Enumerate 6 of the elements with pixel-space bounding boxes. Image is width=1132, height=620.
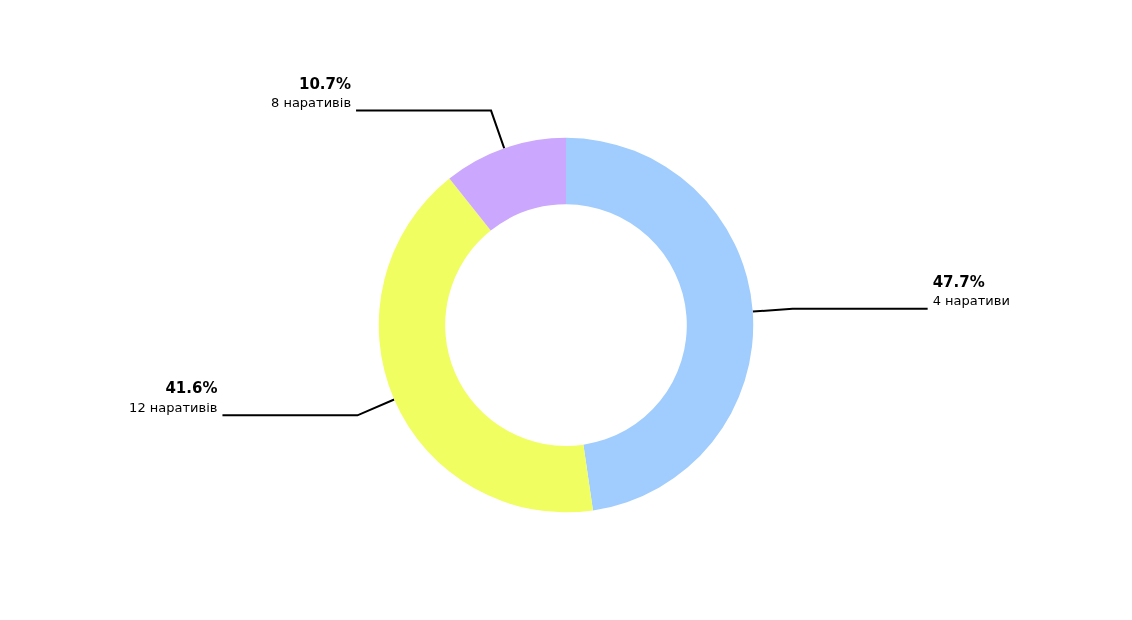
slice-label: 12 наративів — [129, 399, 218, 415]
data-label: 41.6% — [165, 379, 218, 398]
data-label: 47.7% — [932, 272, 985, 291]
slice-label: 4 наративи — [932, 293, 1010, 309]
slice-label: 8 наративів — [271, 95, 352, 111]
data-label: 10.7% — [299, 74, 352, 93]
